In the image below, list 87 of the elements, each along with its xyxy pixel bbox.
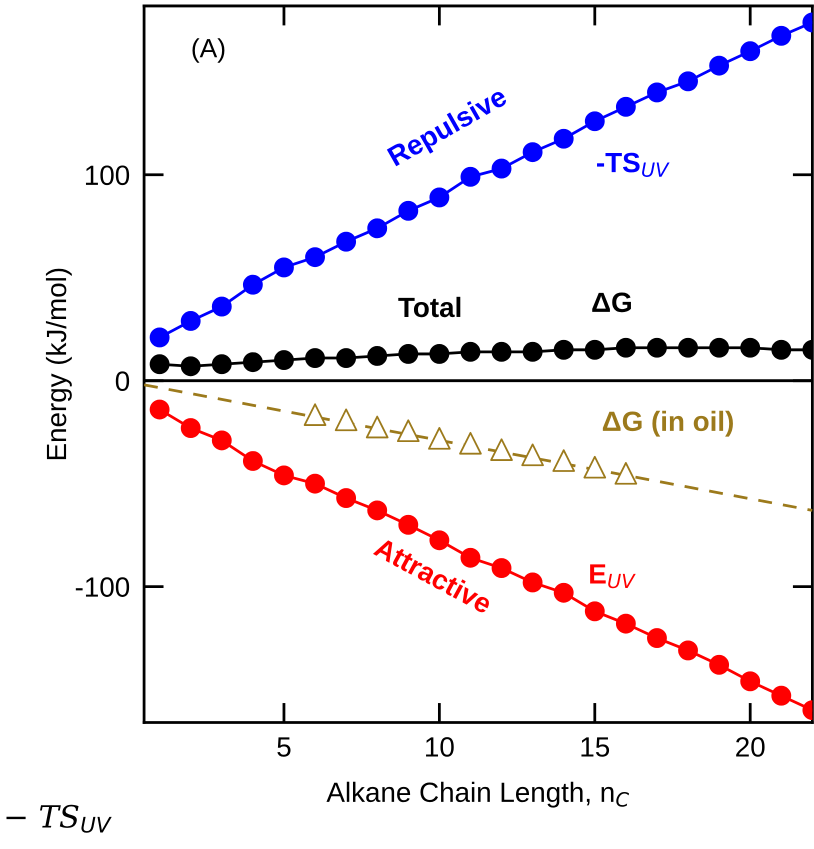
point [490, 438, 513, 461]
point [492, 558, 512, 578]
point [336, 232, 356, 252]
point [212, 296, 232, 316]
point [740, 41, 760, 62]
point [274, 465, 294, 486]
point [522, 142, 543, 162]
point [616, 96, 636, 117]
point [616, 614, 636, 634]
point [396, 419, 420, 442]
point [367, 500, 388, 520]
point [460, 342, 480, 362]
y-tick-label: -100 [76, 577, 130, 597]
point [647, 628, 667, 648]
point [552, 449, 576, 472]
point [274, 350, 294, 370]
x-tick-label: 5 [277, 737, 291, 757]
point [334, 408, 358, 432]
point [522, 572, 543, 592]
point [242, 451, 263, 471]
point [242, 352, 263, 372]
x-tick-label: 20 [736, 737, 765, 757]
annotation: E$_{UV}$ [590, 564, 636, 588]
y-tick-label: 100 [86, 165, 130, 186]
point [305, 348, 325, 368]
point [554, 128, 574, 149]
point [398, 344, 418, 364]
point [150, 400, 170, 420]
point [460, 166, 480, 187]
point [492, 342, 512, 362]
point [584, 340, 605, 360]
point [305, 247, 325, 268]
point [554, 582, 574, 603]
annotation: -TS$_{UV}$ [597, 152, 670, 177]
point [522, 342, 543, 362]
y-tick-label: 0 [116, 371, 130, 392]
point [554, 340, 574, 360]
point [771, 340, 792, 360]
point [459, 432, 482, 455]
annotation: ΔG (in oil) [602, 410, 733, 437]
point [336, 348, 356, 368]
point [709, 56, 730, 76]
text: − TS$_{UV}$ [6, 804, 112, 833]
point [647, 338, 667, 358]
point [521, 444, 544, 466]
point [429, 344, 450, 364]
point [304, 403, 326, 426]
point [771, 26, 792, 46]
annotation: (A) [192, 38, 224, 63]
point [678, 338, 698, 358]
point [709, 654, 730, 675]
point [584, 601, 605, 622]
annotation: ΔG [592, 292, 631, 312]
point [336, 488, 356, 508]
point [429, 188, 450, 208]
x-tick-label: 15 [581, 737, 610, 757]
point [614, 462, 638, 485]
point [740, 338, 760, 358]
point [584, 111, 605, 132]
point [398, 514, 418, 535]
point [740, 671, 760, 692]
point [583, 456, 606, 478]
point [398, 200, 418, 221]
x-tick-label: 10 [426, 737, 454, 757]
point [428, 427, 451, 450]
point [180, 356, 201, 376]
point [150, 328, 170, 348]
point [180, 311, 201, 331]
point [616, 338, 636, 358]
point [212, 354, 232, 374]
y-axis-title: Energy (kJ/mol) [46, 268, 72, 460]
point [647, 82, 667, 102]
point [274, 258, 294, 278]
point [678, 640, 698, 660]
point [242, 274, 263, 295]
point [771, 686, 792, 706]
point [180, 418, 201, 438]
annotation: Total [398, 296, 460, 318]
point [367, 218, 388, 238]
point [150, 354, 170, 374]
point [305, 474, 325, 494]
point [367, 346, 388, 366]
x-axis-title: Alkane Chain Length, n$_{C}$ [326, 782, 629, 808]
point [366, 416, 389, 438]
point [709, 338, 730, 358]
point [678, 71, 698, 92]
point [212, 430, 232, 450]
